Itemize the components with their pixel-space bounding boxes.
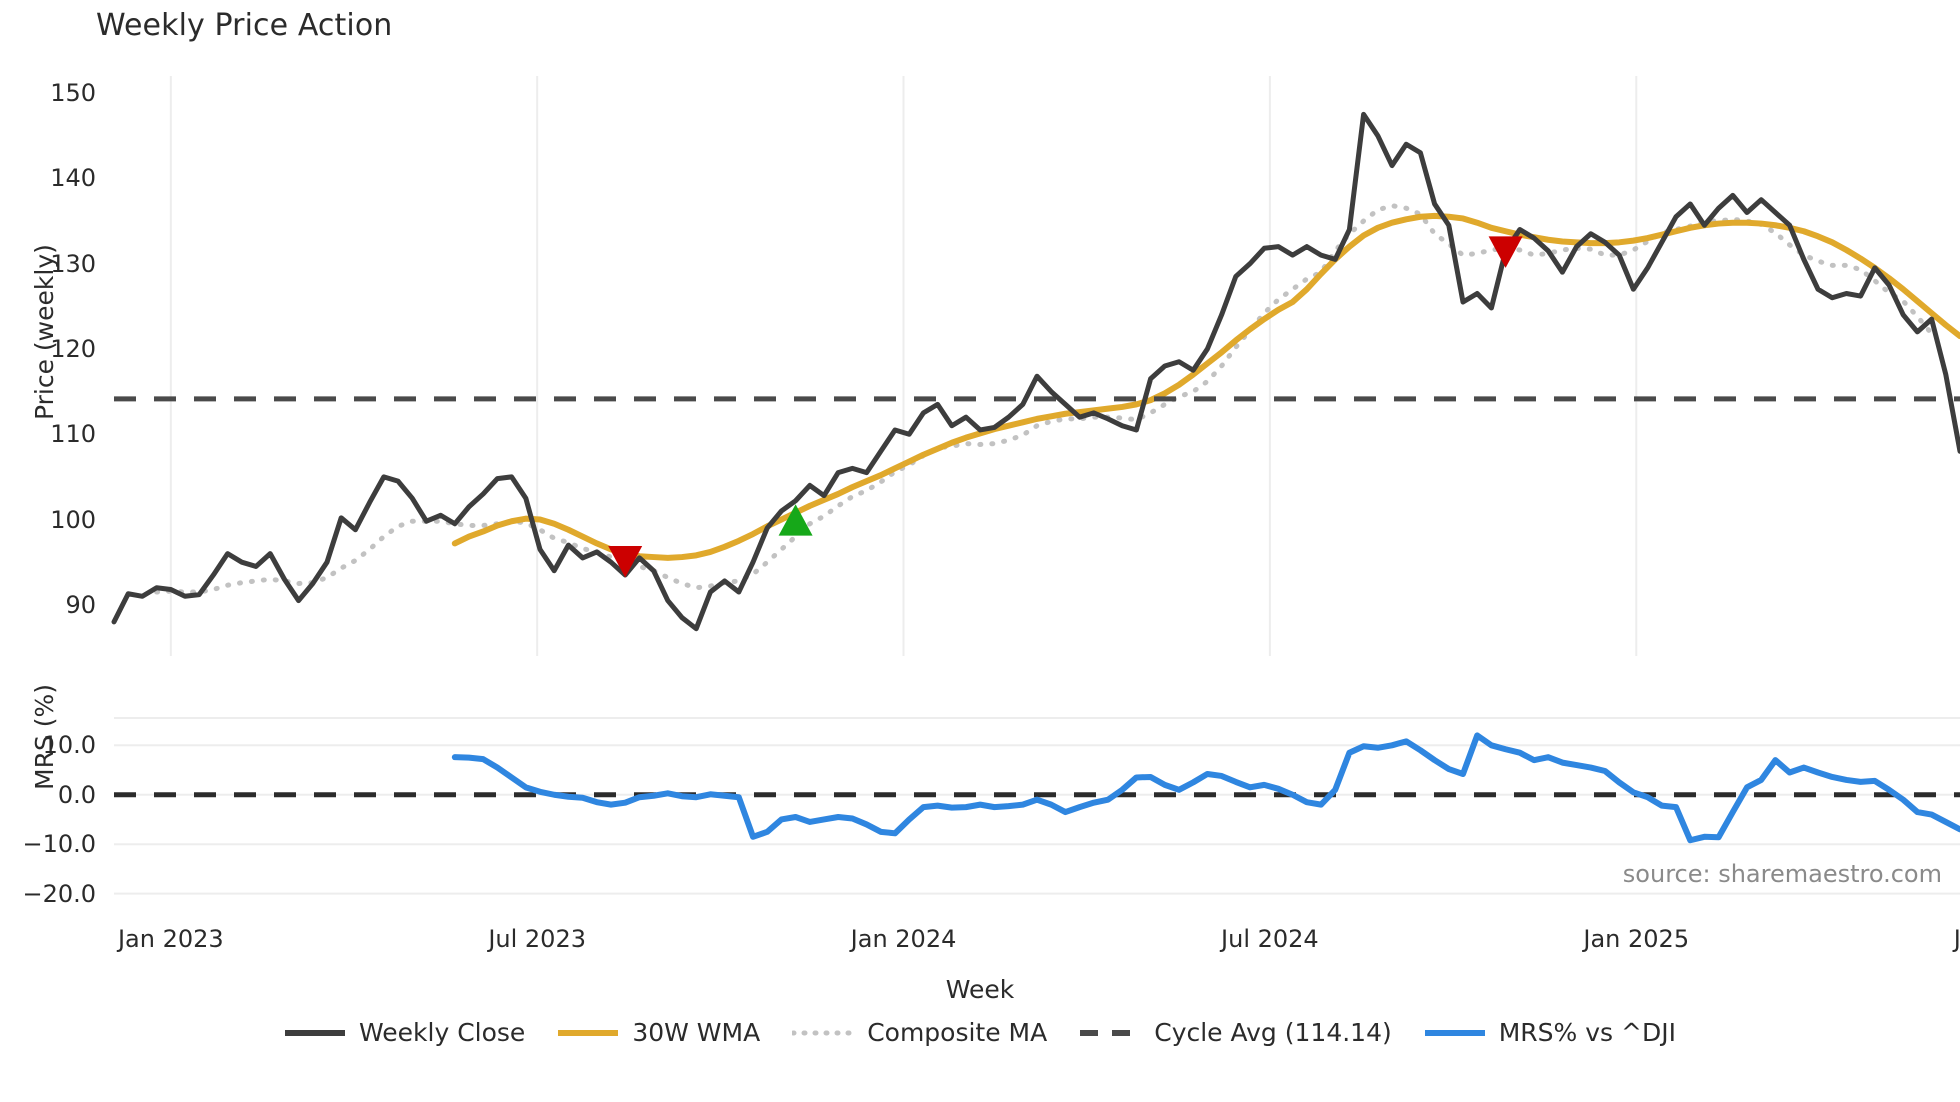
- price-y-tick-label: 110: [50, 420, 96, 449]
- wma-line: [451, 212, 1960, 561]
- price-y-tick-label: 120: [50, 334, 96, 363]
- composite-ma-line: [154, 203, 1935, 595]
- weekly-close-line: [111, 111, 1960, 632]
- legend-swatch-dotted: [792, 1030, 855, 1035]
- price-y-tick-label: 90: [65, 590, 96, 619]
- x-axis-label: Week: [945, 975, 1015, 1004]
- x-tick-label: Jan 2025: [1583, 925, 1690, 953]
- legend-item[interactable]: Cycle Avg (114.14): [1079, 1018, 1392, 1047]
- legend-label: MRS% vs ^DJI: [1498, 1018, 1676, 1047]
- legend-item[interactable]: Weekly Close: [284, 1018, 525, 1047]
- sell-signal-marker: [1488, 236, 1523, 268]
- legend-swatch-solid: [1424, 1029, 1485, 1036]
- legend-label: 30W WMA: [632, 1018, 761, 1047]
- grid-lines: [114, 76, 1960, 895]
- legend-swatch-solid: [558, 1029, 619, 1036]
- legend-label: Weekly Close: [359, 1018, 526, 1047]
- sell-signal-marker: [608, 546, 643, 578]
- mrs-y-tick-label: 10.0: [42, 731, 96, 760]
- legend-item[interactable]: MRS% vs ^DJI: [1424, 1018, 1676, 1047]
- x-tick-label: Jan 2024: [850, 925, 957, 953]
- legend-label: Composite MA: [867, 1018, 1048, 1047]
- x-tick-label: Jan 2023: [117, 925, 224, 953]
- legend-swatch-solid: [285, 1029, 346, 1036]
- signal-markers: [608, 236, 1523, 578]
- price-y-tick-label: 140: [50, 164, 96, 193]
- x-tick-label: Jul 2023: [488, 925, 586, 953]
- legend-item[interactable]: 30W WMA: [557, 1018, 760, 1047]
- price-y-tick-label: 100: [50, 505, 96, 534]
- legend-swatch-dashed: [1080, 1029, 1141, 1036]
- mrs-y-tick-label: −20.0: [22, 879, 96, 908]
- x-tick-label: Jul 2024: [1221, 925, 1319, 953]
- chart-legend: Weekly Close 30W WMA Composite MA Cycle Avg…: [0, 1018, 1960, 1047]
- x-tick-label: Jul 2025: [1953, 925, 1960, 953]
- price-y-tick-label: 150: [50, 79, 96, 108]
- mrs-y-tick-label: −10.0: [22, 830, 96, 859]
- price-y-tick-label: 130: [50, 249, 96, 278]
- mrs-series-group: [114, 732, 1960, 844]
- buy-signal-marker: [778, 504, 813, 536]
- legend-label: Cycle Avg (114.14): [1154, 1018, 1392, 1047]
- mrs-y-tick-label: 0.0: [57, 780, 96, 809]
- price-series-group: [111, 111, 1960, 632]
- legend-item[interactable]: Composite MA: [792, 1018, 1047, 1047]
- mrs-line: [451, 732, 1960, 844]
- page-title: Weekly Price Action: [96, 8, 393, 43]
- source-watermark: source: sharemaestro.com: [1622, 860, 1942, 888]
